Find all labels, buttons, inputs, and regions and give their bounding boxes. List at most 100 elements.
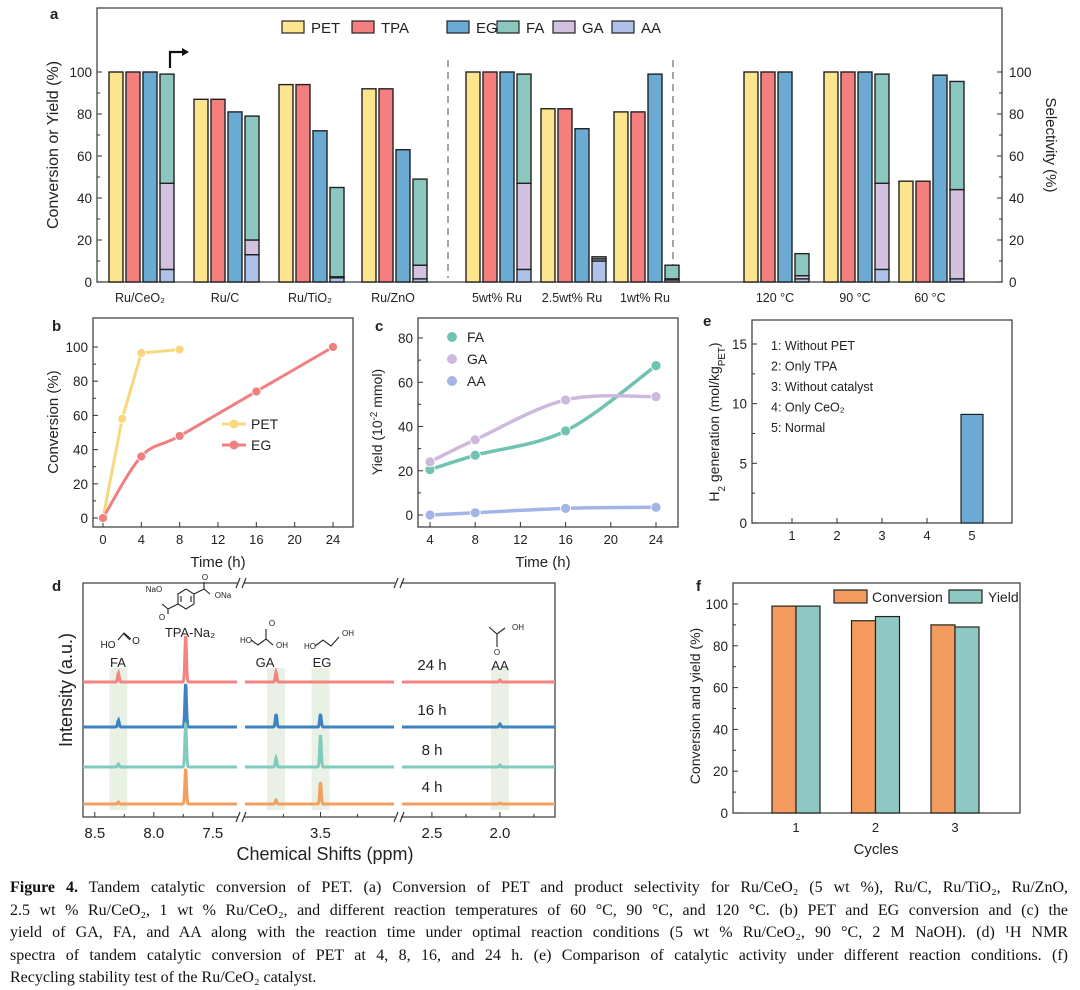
x-tick-label: 8.5	[84, 825, 105, 842]
nmr-spectrum-4h	[83, 768, 237, 806]
bar-eg	[499, 71, 515, 283]
y-axis-label: Intensity (a.u.)	[56, 633, 76, 747]
legend-label: AA	[641, 20, 661, 37]
x-axis-label: Chemical Shifts (ppm)	[236, 844, 413, 864]
bar-eg	[932, 74, 948, 283]
y-axis-tick-label: 40	[73, 443, 88, 458]
y-axis-tick-label: 60	[73, 408, 88, 423]
bar-stack-fa	[159, 73, 175, 184]
caption-line: 2.5 wt % Ru/CeO₂, 1 wt % Ru/CeO₂, and di…	[10, 901, 1068, 919]
x-tick-label: Ru/ZnO	[371, 291, 415, 305]
x-tick-label: 2	[833, 528, 840, 543]
bar-yield	[874, 615, 901, 814]
peak-highlight-band	[109, 668, 128, 810]
marker-aa	[424, 509, 436, 521]
y2-axis-tick-label: 60	[1009, 149, 1024, 164]
y-axis-tick-label: 60	[713, 681, 728, 696]
legend-label: FA	[526, 20, 544, 37]
y-axis-tick-label: 0	[720, 806, 728, 821]
bar-conversion	[771, 605, 797, 814]
axis-break-gap	[238, 575, 244, 825]
y-axis-tick-label: 40	[398, 420, 413, 435]
x-tick-label: 24	[326, 532, 340, 547]
line-pet	[101, 348, 180, 519]
x-tick-label: 2.5	[421, 825, 442, 842]
nmr-spectrum-4h	[402, 801, 555, 806]
bar-stack-aa	[159, 268, 175, 283]
nmr-spectrum-8h	[83, 722, 237, 769]
marker-eg	[328, 342, 338, 352]
bar-conversion	[850, 620, 877, 814]
legend-label: PET	[251, 416, 279, 432]
bar-tpa	[557, 108, 573, 283]
bar-eg	[777, 71, 793, 283]
y-axis-tick-label: 15	[732, 337, 747, 352]
x-tick-label: 4	[923, 528, 930, 543]
nmr-spectrum-16h	[83, 683, 237, 729]
atom-label: O	[132, 636, 140, 647]
y-axis-label-part: mmol)	[369, 369, 385, 412]
terephthalate-structure-icon	[161, 582, 211, 614]
x-tick-label: 4	[138, 532, 145, 547]
axis-break-mark	[399, 811, 405, 823]
atom-label: OH	[342, 629, 354, 638]
legend-marker	[229, 440, 239, 450]
bar-stack-fa	[412, 178, 428, 266]
line-fa	[429, 364, 658, 472]
peak-highlight-band	[267, 668, 286, 810]
bar-pet	[278, 83, 294, 283]
legend-swatch-pet	[281, 20, 305, 34]
panel-label-f: f	[696, 578, 702, 595]
x-tick-label: 2	[872, 820, 879, 835]
x-tick-label: 16	[249, 532, 263, 547]
panel-label-a: a	[50, 6, 59, 23]
x-tick-label: Ru/C	[211, 291, 239, 305]
axis-break-mark	[393, 811, 399, 823]
y-axis-label-part: H	[706, 491, 722, 501]
x-tick-label: 5wt% Ru	[472, 291, 522, 305]
bar-stack-ga	[874, 182, 890, 271]
legend-marker-aa	[447, 376, 457, 386]
marker-pet	[136, 348, 147, 358]
marker-eg	[136, 451, 147, 462]
bar-tpa	[915, 180, 931, 283]
atom-label: HO	[240, 636, 252, 645]
ethylene-glycol-structure-icon	[314, 636, 340, 647]
bar-tpa	[482, 71, 498, 283]
bar-stack-fa	[244, 115, 260, 241]
marker-pet	[117, 413, 128, 424]
caption-text: Tandem catalytic conversion of PET. (a) …	[77, 879, 1068, 896]
axis-break-gap	[395, 575, 401, 825]
nmr-spectrum-8h	[402, 763, 555, 769]
y-axis-tick-label: 20	[73, 477, 88, 492]
bar-eg	[647, 73, 663, 283]
legend-label: GA	[582, 20, 604, 37]
atom-label: O	[202, 573, 208, 582]
y-axis-tick-label: 5	[739, 456, 747, 471]
x-tick-label: 8.0	[143, 825, 164, 842]
nmr-spectrum-24h	[402, 678, 555, 684]
marker-fa	[560, 425, 571, 437]
bar-eg	[395, 148, 411, 283]
spectrum-time-label: 16 h	[417, 702, 446, 719]
bar-pet	[108, 71, 124, 283]
bar-tpa	[630, 111, 646, 283]
bar-pet	[823, 71, 839, 283]
atom-label: NaO	[146, 585, 162, 594]
marker-eg	[98, 513, 108, 523]
panel-d-plot-area	[82, 582, 556, 818]
peak-label: AA	[491, 658, 509, 673]
marker-eg	[251, 386, 262, 397]
axis-break-mark	[235, 577, 241, 589]
y2-axis-tick-label: 0	[1009, 275, 1017, 290]
y-axis-label-part: generation (mol/kg	[706, 366, 722, 486]
bar-stack-fa	[329, 186, 345, 278]
bar-tpa	[378, 88, 394, 283]
y-axis-tick-label: 60	[398, 375, 413, 390]
bar-stack-fa	[664, 264, 680, 280]
acetic-acid-structure-icon	[488, 626, 506, 647]
legend-label: Conversion	[872, 589, 943, 605]
bar-pet	[613, 111, 629, 283]
legend-label: GA	[467, 351, 488, 367]
bar-yield	[954, 626, 980, 814]
